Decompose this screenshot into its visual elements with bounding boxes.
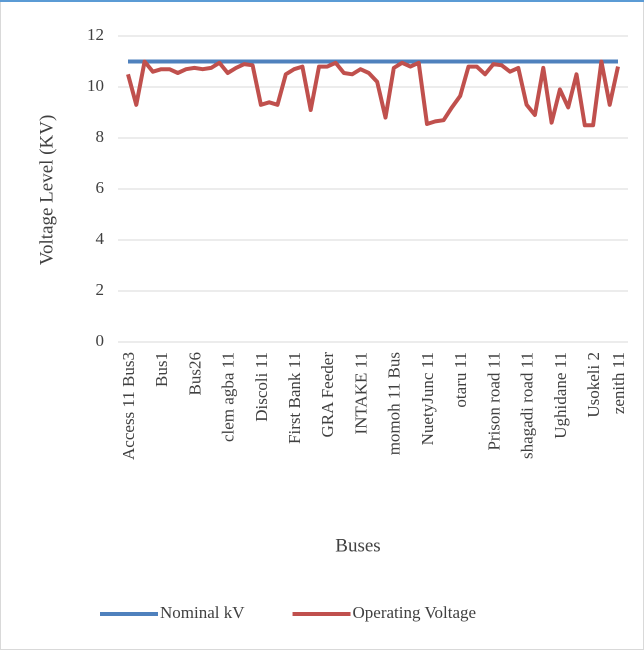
x-tick-label: NuetyJunc 11 xyxy=(418,352,437,445)
x-tick-label: Ughidane 11 xyxy=(551,352,570,439)
x-tick-label: momoh 11 Bus xyxy=(385,352,404,455)
x-tick-label: Prison road 11 xyxy=(484,352,503,451)
y-tick-label: 4 xyxy=(96,229,105,248)
x-tick-label: INTAKE 11 xyxy=(351,352,370,435)
y-tick-label: 8 xyxy=(96,127,105,146)
x-tick-label: zenith 11 xyxy=(609,352,628,414)
y-tick-label: 6 xyxy=(96,178,105,197)
x-tick-label: Usokeli 2 xyxy=(584,352,603,418)
x-tick-label: clem agba 11 xyxy=(219,352,238,442)
y-tick-label: 0 xyxy=(96,331,105,350)
x-tick-label: Access 11 Bus3 xyxy=(119,352,138,460)
x-axis-title: Buses xyxy=(335,535,380,556)
x-tick-label: First Bank 11 xyxy=(285,352,304,444)
y-tick-label: 12 xyxy=(87,25,104,44)
x-tick-label: Bus1 xyxy=(152,352,171,387)
x-tick-label: GRA Feeder xyxy=(318,352,337,438)
y-axis-title: Voltage Level (KV) xyxy=(36,115,57,266)
legend-label: Operating Voltage xyxy=(353,603,477,622)
series-line xyxy=(126,59,620,128)
x-tick-label: Bus26 xyxy=(185,352,204,395)
y-tick-label: 2 xyxy=(96,280,105,299)
legend-label: Nominal kV xyxy=(160,603,245,622)
y-tick-label: 10 xyxy=(87,76,104,95)
x-tick-label: otaru 11 xyxy=(451,352,470,408)
x-tick-label: Discoli 11 xyxy=(252,352,271,422)
x-tick-label: shagadi road 11 xyxy=(518,352,537,459)
